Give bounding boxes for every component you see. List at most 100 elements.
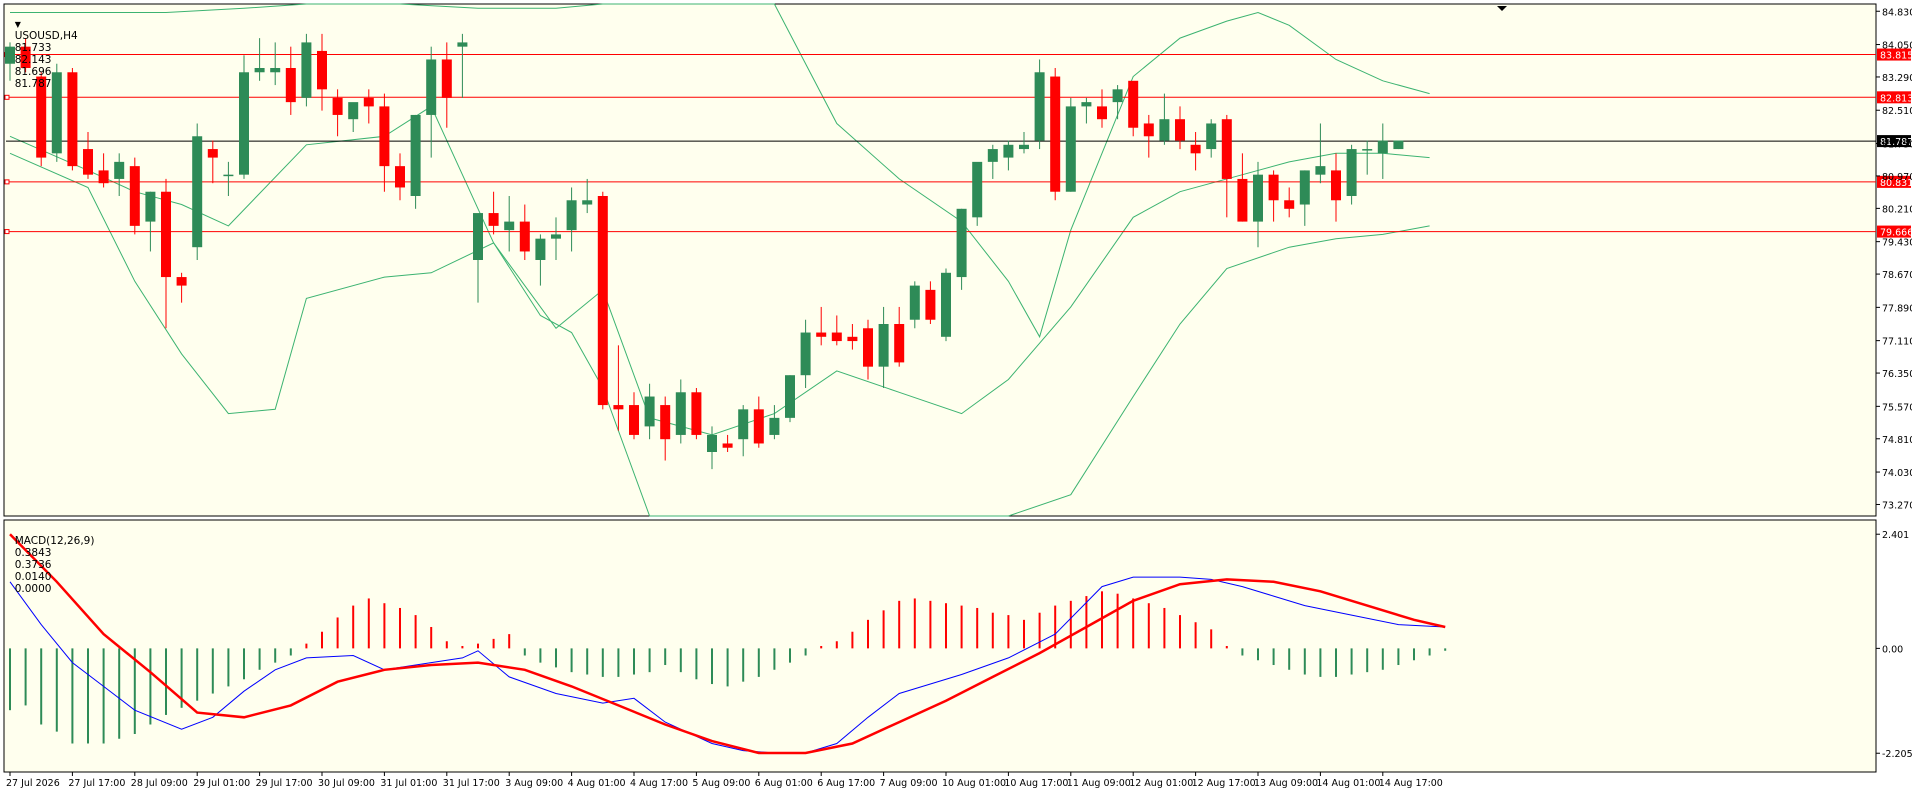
candle-body bbox=[83, 149, 93, 175]
time-tick-label: 4 Aug 17:00 bbox=[630, 778, 688, 789]
bollinger-upper-line bbox=[10, 3, 1430, 339]
candle-body bbox=[161, 191, 171, 278]
chart-shift-marker-icon[interactable] bbox=[1497, 6, 1507, 11]
macd-lines bbox=[9, 533, 1446, 755]
price-tick-label: 75.570 bbox=[1882, 402, 1912, 413]
candle-body bbox=[582, 200, 593, 205]
candle-body bbox=[597, 196, 608, 406]
price-tick-label: 84.830 bbox=[1882, 7, 1912, 18]
close-value: 81.787 bbox=[14, 78, 52, 90]
candle-body bbox=[1362, 149, 1373, 151]
candle-body bbox=[488, 213, 499, 226]
candle-body bbox=[1112, 89, 1123, 103]
candle-body bbox=[878, 324, 889, 367]
time-tick-label: 30 Jul 09:00 bbox=[318, 778, 375, 789]
time-tick-label: 31 Jul 17:00 bbox=[443, 778, 500, 789]
price-tick-label: 83.290 bbox=[1882, 73, 1912, 84]
candle-body bbox=[1003, 144, 1014, 158]
candle-body bbox=[223, 174, 234, 177]
candle-body bbox=[410, 114, 421, 196]
time-tick-label: 29 Jul 01:00 bbox=[193, 778, 250, 789]
candle-body bbox=[956, 208, 967, 278]
time-tick-label: 4 Aug 01:00 bbox=[568, 778, 626, 789]
candle-body bbox=[145, 191, 156, 222]
candle-body bbox=[1331, 170, 1341, 201]
macd-header: MACD(12,26,9) 0.3843 0.3736 0.0140 0.000… bbox=[8, 523, 95, 595]
open-value: 81.733 bbox=[14, 42, 52, 54]
macd-value-1: 0.3843 bbox=[14, 547, 52, 559]
candle-body bbox=[457, 42, 468, 47]
candle-body bbox=[332, 97, 343, 115]
level-price-label: 81.787 bbox=[1880, 137, 1912, 148]
candle-body bbox=[1206, 123, 1217, 150]
candle-body bbox=[831, 332, 842, 342]
candle-body bbox=[5, 46, 15, 64]
candle-body bbox=[1253, 174, 1263, 222]
candle-body bbox=[1019, 144, 1029, 150]
time-tick-label: 6 Aug 17:00 bbox=[817, 778, 875, 789]
candle-body bbox=[847, 336, 858, 342]
level-price-tag bbox=[1877, 175, 1911, 188]
candle-body bbox=[941, 272, 951, 337]
candle-body bbox=[738, 409, 749, 440]
price-tick-label: 74.030 bbox=[1882, 468, 1912, 479]
time-tick-label: 6 Aug 01:00 bbox=[755, 778, 813, 789]
candle-body bbox=[1346, 149, 1357, 196]
candle-body bbox=[566, 200, 577, 231]
candle-body bbox=[1097, 106, 1107, 120]
macd-value-4: 0.0000 bbox=[14, 583, 52, 595]
candle-body bbox=[675, 392, 686, 435]
candle-body bbox=[254, 68, 265, 73]
candle-body bbox=[285, 68, 296, 103]
candle-body bbox=[707, 434, 717, 452]
candle-body bbox=[629, 405, 639, 435]
price-tick-label: 74.810 bbox=[1882, 435, 1912, 446]
level-price-tag bbox=[1877, 48, 1911, 61]
macd-value-2: 0.3736 bbox=[14, 559, 52, 571]
candle-body bbox=[925, 289, 936, 320]
candle-body bbox=[1190, 144, 1201, 154]
time-tick-label: 28 Jul 09:00 bbox=[131, 778, 188, 789]
candle-body bbox=[785, 375, 795, 418]
level-price-label: 82.813 bbox=[1880, 93, 1912, 104]
time-tick-label: 12 Aug 01:00 bbox=[1129, 778, 1193, 789]
candle-body bbox=[1393, 140, 1404, 150]
price-pane[interactable] bbox=[3, 3, 1877, 517]
macd-tick-label: -2.2054 bbox=[1882, 749, 1912, 760]
candle-body bbox=[644, 396, 655, 427]
time-axis: 27 Jul 2026 27 Jul 17:00 28 Jul 09:00 29 Ju… bbox=[6, 772, 1443, 789]
candle-body bbox=[1034, 72, 1045, 141]
candle-body bbox=[363, 97, 374, 107]
time-tick-label: 29 Jul 17:00 bbox=[256, 778, 313, 789]
level-price-tag bbox=[1877, 91, 1911, 104]
candle-body bbox=[769, 417, 780, 435]
price-tick-label: 76.350 bbox=[1882, 369, 1912, 380]
candle-body bbox=[1284, 200, 1295, 209]
candle-body bbox=[722, 443, 733, 448]
macd-axis: 2.401 0.00 -2.2054 bbox=[1876, 530, 1912, 760]
time-tick-label: 12 Aug 17:00 bbox=[1192, 778, 1256, 789]
price-axis: 84.830 84.050 83.290 82.510 81.730 80.970 80.2… bbox=[1876, 7, 1912, 511]
level-price-label: 80.831 bbox=[1880, 178, 1912, 189]
price-tick-label: 79.430 bbox=[1882, 238, 1912, 249]
time-tick-label: 11 Aug 09:00 bbox=[1067, 778, 1131, 789]
price-tick-label: 77.890 bbox=[1882, 303, 1912, 314]
price-tick-label: 84.050 bbox=[1882, 41, 1912, 52]
bollinger-lower-line bbox=[9, 152, 1430, 517]
candle-body bbox=[1237, 178, 1248, 222]
dropdown-arrow-icon[interactable]: ▼ bbox=[14, 20, 21, 29]
candle-body bbox=[239, 72, 249, 175]
candle-body bbox=[395, 166, 405, 188]
macd-pane[interactable] bbox=[3, 519, 1877, 773]
candle-body bbox=[551, 234, 561, 239]
candle-body bbox=[301, 42, 312, 98]
price-tick-label: 80.970 bbox=[1882, 172, 1912, 183]
macd-tick-label: 2.401 bbox=[1882, 530, 1909, 541]
time-tick-label: 10 Aug 17:00 bbox=[1004, 778, 1068, 789]
macd-tick-label: 0.00 bbox=[1882, 644, 1903, 655]
time-tick-label: 7 Aug 09:00 bbox=[880, 778, 938, 789]
symbol-header: ▼ USOUSD,H4 81.733 82.143 81.696 81.787 bbox=[8, 6, 78, 90]
macd-signal-line bbox=[9, 533, 1446, 755]
candle-body bbox=[426, 59, 437, 115]
